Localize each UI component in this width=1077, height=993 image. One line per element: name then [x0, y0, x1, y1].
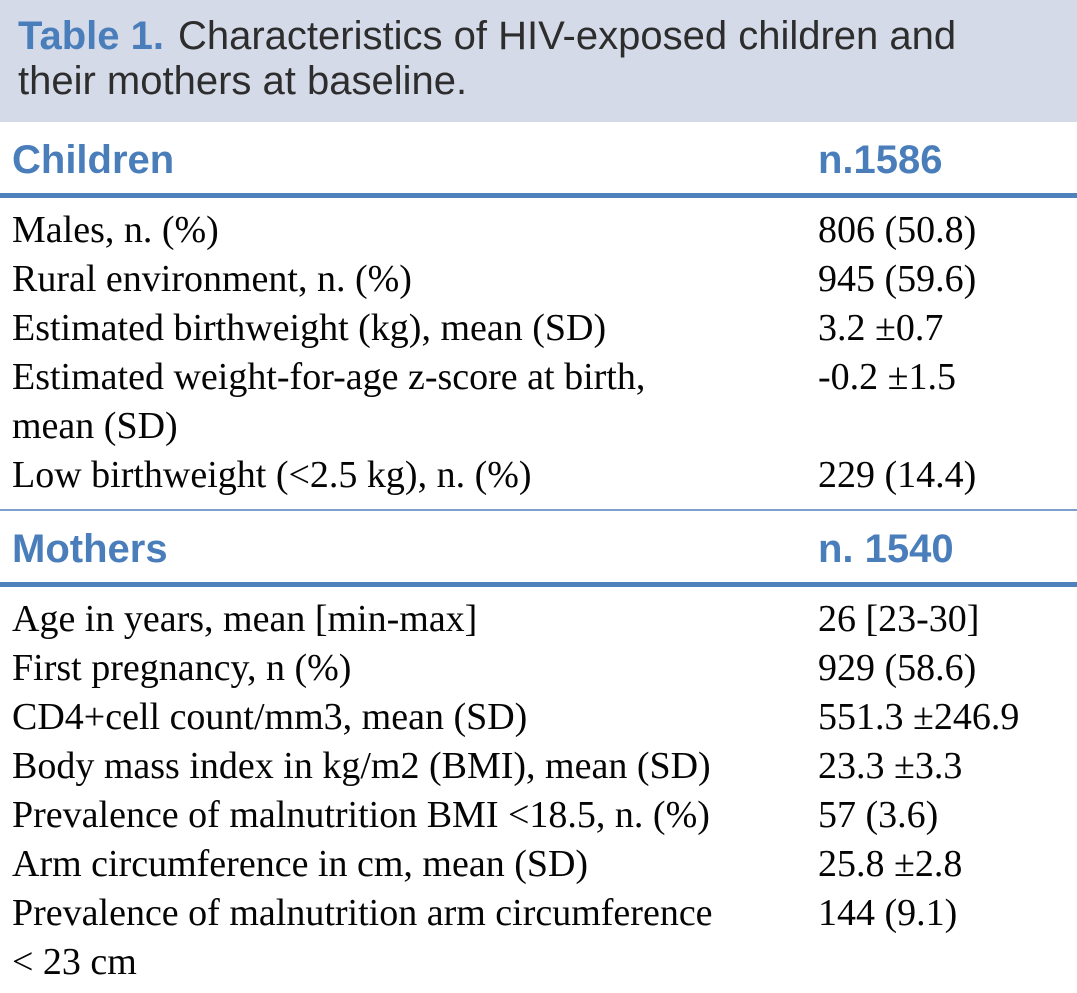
- row-value: -0.2 ±1.5: [818, 356, 957, 398]
- table-row: Body mass index in kg/m2 (BMI), mean (SD…: [12, 742, 1077, 791]
- row-label: Prevalence of malnutrition arm circumfer…: [12, 892, 713, 983]
- table-row: Prevalence of malnutrition arm circumfer…: [12, 889, 1077, 987]
- row-label: Prevalence of malnutrition BMI <18.5, n.…: [12, 794, 710, 836]
- row-value: 3.2 ±0.7: [818, 307, 944, 349]
- section-body-mothers: Age in years, mean [min-max] 26 [23-30] …: [0, 587, 1077, 993]
- row-label: Low birthweight (<2.5 kg), n. (%): [12, 454, 532, 496]
- row-value: 929 (58.6): [818, 647, 977, 689]
- row-value: 945 (59.6): [818, 258, 977, 300]
- table-row: Estimated weight-for-age z-score at birt…: [12, 353, 1077, 451]
- row-label: Age in years, mean [min-max]: [12, 598, 478, 640]
- section-header-mothers: Mothers n. 1540: [0, 511, 1077, 587]
- table-row: Low birthweight (<2.5 kg), n. (%) 229 (1…: [12, 451, 1077, 500]
- table-caption: Table 1. Characteristics of HIV-exposed c…: [0, 0, 1077, 122]
- row-label: Arm circumference in cm, mean (SD): [12, 843, 589, 885]
- row-value: 806 (50.8): [818, 209, 977, 251]
- table-row: Prevalence of malnutrition BMI <18.5, n.…: [12, 791, 1077, 840]
- row-value: 26 [23-30]: [818, 598, 980, 640]
- row-value: 551.3 ±246.9: [818, 696, 1020, 738]
- section-count: n. 1540: [818, 527, 954, 571]
- section-title: Children: [12, 138, 175, 182]
- table-row: Arm circumference in cm, mean (SD) 25.8 …: [12, 840, 1077, 889]
- table-row: Age in years, mean [min-max] 26 [23-30]: [12, 595, 1077, 644]
- row-label: Estimated birthweight (kg), mean (SD): [12, 307, 607, 349]
- row-value: 57 (3.6): [818, 794, 939, 836]
- table-row: Rural environment, n. (%) 945 (59.6): [12, 255, 1077, 304]
- table-row: CD4+cell count/mm3, mean (SD) 551.3 ±246…: [12, 693, 1077, 742]
- table-row: First pregnancy, n (%) 929 (58.6): [12, 644, 1077, 693]
- row-label: Estimated weight-for-age z-score at birt…: [12, 356, 646, 447]
- section-count: n.1586: [818, 138, 943, 182]
- row-label: First pregnancy, n (%): [12, 647, 352, 689]
- section-header-children: Children n.1586: [0, 122, 1077, 198]
- row-label: Rural environment, n. (%): [12, 258, 412, 300]
- row-label: Males, n. (%): [12, 209, 219, 251]
- row-value: 144 (9.1): [818, 892, 958, 934]
- table-row: Estimated birthweight (kg), mean (SD) 3.…: [12, 304, 1077, 353]
- table-caption-text: Characteristics of HIV-exposed children …: [18, 14, 957, 103]
- row-label: CD4+cell count/mm3, mean (SD): [12, 696, 528, 738]
- row-value: 229 (14.4): [818, 454, 977, 496]
- row-label: Body mass index in kg/m2 (BMI), mean (SD…: [12, 745, 711, 787]
- section-body-children: Males, n. (%) 806 (50.8) Rural environme…: [0, 198, 1077, 511]
- table-number-label: Table 1.: [18, 14, 164, 58]
- row-value: 25.8 ±2.8: [818, 843, 963, 885]
- section-title: Mothers: [12, 527, 168, 571]
- characteristics-table: Children n.1586 Males, n. (%) 806 (50.8)…: [0, 122, 1077, 993]
- table-row: Males, n. (%) 806 (50.8): [12, 206, 1077, 255]
- row-value: 23.3 ±3.3: [818, 745, 963, 787]
